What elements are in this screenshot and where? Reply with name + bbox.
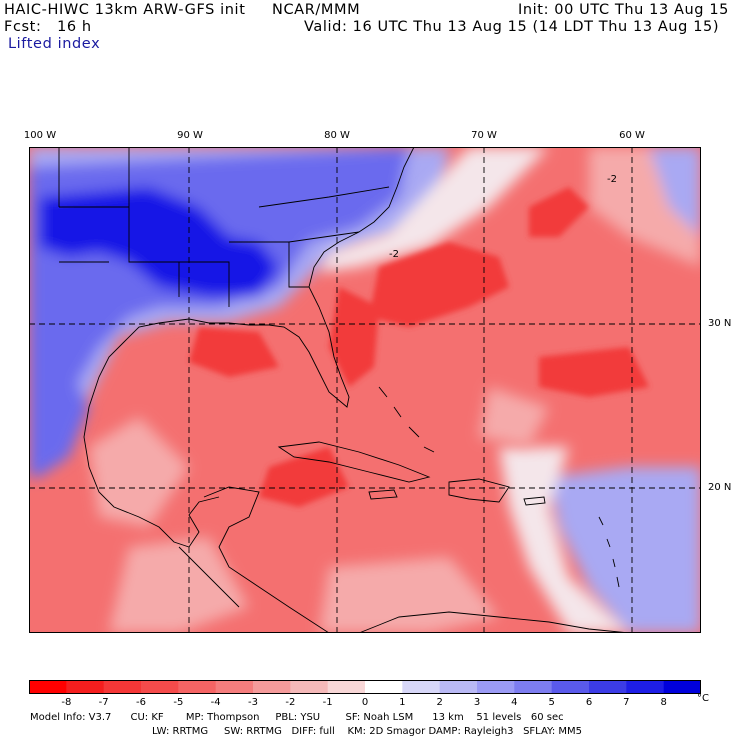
init-time: Init: 00 UTC Thu 13 Aug 15 bbox=[518, 2, 729, 18]
colorbar-tick-label: 6 bbox=[585, 697, 593, 708]
colorbar-tick-label: 7 bbox=[623, 697, 630, 708]
colorbar-tick-label: -5 bbox=[173, 697, 184, 708]
lon-label-60w: 60 W bbox=[619, 130, 645, 141]
colorbar-tick-label: -7 bbox=[98, 697, 109, 708]
colorbar-tick-label: -8 bbox=[61, 697, 72, 708]
colorbar-swatch bbox=[365, 680, 403, 694]
forecast-hour: Fcst: 16 h bbox=[4, 19, 92, 35]
colorbar-unit: °C bbox=[697, 693, 709, 704]
colorbar bbox=[29, 680, 701, 694]
colorbar-tick-label: 8 bbox=[660, 697, 667, 708]
colorbar-tick-label: -3 bbox=[248, 697, 258, 708]
colorbar-tick-label: 5 bbox=[548, 697, 555, 708]
lon-label-100w: 100 W bbox=[23, 130, 57, 141]
colorbar-swatch bbox=[477, 680, 515, 694]
colorbar-tick-label: 4 bbox=[511, 697, 518, 708]
colorbar-swatch bbox=[141, 680, 179, 694]
map-canvas: -2 -2 bbox=[29, 147, 701, 633]
colorbar-tick-label: -1 bbox=[322, 697, 333, 708]
coastlines bbox=[58, 147, 630, 633]
colorbar-tick-label: 2 bbox=[436, 697, 443, 708]
model-info-line1: Model Info: V3.7 CU: KF MP: Thompson PBL… bbox=[30, 712, 564, 723]
model-info-line2: LW: RRTMG SW: RRTMG DIFF: full KM: 2D Sm… bbox=[152, 726, 582, 737]
colorbar-swatch bbox=[215, 680, 254, 694]
lat-label-20n: 20 N bbox=[708, 482, 732, 493]
lon-label-90w: 90 W bbox=[177, 130, 203, 141]
colorbar-swatch bbox=[178, 680, 217, 694]
moderate-instability bbox=[89, 387, 549, 633]
colorbar-swatch bbox=[66, 680, 105, 694]
graticule bbox=[29, 147, 701, 633]
model-title: HAIC-HIWC 13km ARW-GFS init bbox=[4, 2, 246, 18]
colorbar-swatch bbox=[253, 680, 291, 694]
colorbar-swatch bbox=[327, 680, 366, 694]
valid-time: Valid: 16 UTC Thu 13 Aug 15 (14 LDT Thu … bbox=[304, 19, 720, 35]
contour-label: -2 bbox=[389, 249, 399, 260]
stable-region bbox=[29, 147, 449, 477]
colorbar-tick-label: 0 bbox=[361, 697, 369, 708]
colorbar-tick-label: 3 bbox=[473, 697, 481, 708]
colorbar-tick-label: -6 bbox=[136, 697, 146, 708]
colorbar-tick-label: 1 bbox=[399, 697, 406, 708]
colorbar-swatch bbox=[589, 680, 627, 694]
strong-instability bbox=[189, 187, 649, 507]
colorbar-swatch bbox=[551, 680, 590, 694]
colorbar-tick-label: -4 bbox=[210, 697, 221, 708]
colorbar-swatch bbox=[626, 680, 665, 694]
colorbar-swatch bbox=[290, 680, 329, 694]
colorbar-swatch bbox=[439, 680, 478, 694]
colorbar-swatch bbox=[514, 680, 553, 694]
colorbar-tick-label: -2 bbox=[285, 697, 296, 708]
lon-label-70w: 70 W bbox=[471, 130, 497, 141]
colorbar-swatch bbox=[663, 680, 701, 694]
lat-label-30n: 30 N bbox=[708, 318, 732, 329]
lon-label-80w: 80 W bbox=[324, 130, 350, 141]
contour-label: -2 bbox=[607, 174, 617, 185]
field-name: Lifted index bbox=[8, 36, 101, 52]
map-border bbox=[29, 147, 701, 633]
organization-label: NCAR/MMM bbox=[272, 2, 361, 18]
colorbar-swatch bbox=[103, 680, 142, 694]
transition-band bbox=[319, 147, 701, 272]
southeast-stable-pocket bbox=[499, 447, 701, 633]
colorbar-swatch bbox=[29, 680, 67, 694]
colorbar-swatch bbox=[402, 680, 441, 694]
